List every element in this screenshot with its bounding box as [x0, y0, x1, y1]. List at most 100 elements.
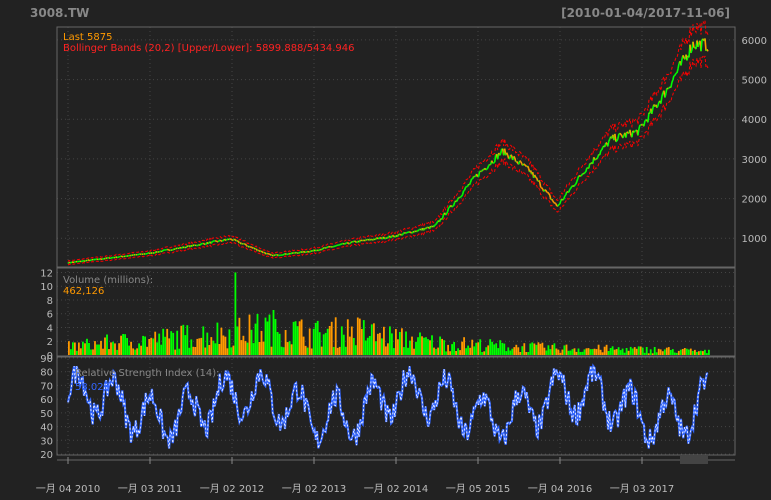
- volume-bar: [220, 327, 223, 355]
- price-segment: [155, 250, 158, 253]
- volume-bar: [320, 346, 323, 355]
- price-segment: [434, 223, 437, 226]
- price-segment: [237, 240, 241, 244]
- price-segment: [374, 237, 378, 241]
- price-tick-label: 5000: [742, 76, 767, 87]
- price-segment: [538, 181, 542, 188]
- price-segment: [366, 238, 368, 241]
- volume-y-axis: 0 2 4 6 8 10 12: [40, 268, 53, 362]
- volume-bar: [96, 344, 98, 355]
- price-segment: [140, 253, 143, 256]
- price-segment: [83, 260, 86, 263]
- volume-bar: [302, 336, 305, 355]
- volume-bar: [330, 321, 333, 355]
- volume-bar: [583, 349, 586, 355]
- price-segment: [577, 175, 580, 179]
- volume-bar: [294, 321, 297, 355]
- x-tick-label: 一月 02 2013: [282, 483, 347, 495]
- volume-bar: [134, 349, 136, 355]
- price-segment: [435, 222, 438, 226]
- price-segment: [468, 181, 472, 185]
- volume-bar: [112, 341, 114, 355]
- price-segment: [364, 238, 368, 242]
- price-segment: [372, 238, 376, 241]
- price-segment: [600, 149, 603, 152]
- volume-bar: [581, 351, 584, 355]
- volume-bar: [509, 350, 512, 355]
- volume-bar: [282, 347, 285, 355]
- price-segment: [309, 250, 312, 253]
- price-segment: [161, 249, 164, 253]
- price-segment: [94, 258, 97, 261]
- price-segment: [248, 245, 251, 248]
- price-segment: [307, 250, 309, 253]
- volume-bar: [635, 348, 638, 355]
- volume-bar: [84, 343, 86, 355]
- price-segment: [667, 87, 670, 90]
- volume-bar: [176, 330, 179, 355]
- volume-bar: [244, 341, 247, 355]
- price-segment: [183, 246, 186, 249]
- volume-bar: [230, 347, 233, 355]
- price-segment: [661, 92, 664, 97]
- rsi-series: [66, 363, 709, 449]
- price-segment: [551, 198, 554, 202]
- volume-bar: [559, 352, 562, 355]
- volume-bar: [324, 332, 327, 355]
- price-segment: [169, 249, 172, 252]
- volume-bar: [256, 313, 259, 355]
- price-segment: [89, 259, 92, 262]
- price-segment: [570, 186, 573, 189]
- volume-bar: [274, 319, 277, 355]
- rsi-line-base: [66, 363, 709, 449]
- volume-bar: [316, 320, 319, 355]
- price-segment: [432, 224, 436, 228]
- volume-bar: [306, 347, 309, 355]
- volume-bar: [80, 348, 82, 355]
- volume-bar: [276, 332, 279, 355]
- volume-bar: [471, 339, 474, 355]
- volume-bar: [158, 333, 161, 355]
- volume-bar: [497, 348, 500, 355]
- volume-bar: [653, 347, 656, 355]
- volume-bar: [691, 351, 694, 355]
- price-segment: [177, 247, 180, 250]
- price-segment: [358, 239, 362, 243]
- price-segment: [510, 154, 513, 157]
- price-segment: [179, 246, 182, 249]
- price-segment: [244, 243, 247, 246]
- volume-bar: [507, 347, 510, 355]
- price-segment: [118, 255, 121, 258]
- price-segment: [660, 96, 663, 104]
- price-segment: [665, 88, 668, 94]
- volume-bar: [146, 346, 148, 355]
- price-segment: [643, 120, 646, 127]
- price-segment: [221, 239, 224, 242]
- volume-bar: [667, 347, 670, 355]
- volume-bar: [477, 342, 480, 355]
- price-segment: [445, 211, 449, 215]
- volume-bar: [360, 328, 363, 355]
- volume-bar: [86, 338, 88, 355]
- price-segment: [583, 172, 586, 175]
- price-segment: [588, 163, 591, 169]
- price-segment: [651, 107, 654, 114]
- volume-bar: [499, 340, 502, 355]
- price-segment: [456, 197, 460, 200]
- volume-bar: [455, 351, 457, 355]
- rsi-title: Relative Strength Index (14):: [75, 368, 220, 379]
- volume-value: 462,126: [63, 286, 104, 297]
- volume-bar: [657, 348, 660, 355]
- volume-bar: [413, 348, 415, 355]
- price-segment: [392, 235, 396, 238]
- price-segment: [704, 38, 707, 51]
- volume-bar: [236, 326, 239, 355]
- price-segment: [251, 246, 254, 249]
- volume-bar: [704, 349, 706, 355]
- volume-bar: [136, 348, 138, 355]
- volume-bar: [555, 348, 558, 355]
- volume-bar: [348, 336, 351, 355]
- price-segment: [305, 250, 308, 253]
- volume-bar: [78, 342, 80, 355]
- price-segment: [160, 250, 163, 253]
